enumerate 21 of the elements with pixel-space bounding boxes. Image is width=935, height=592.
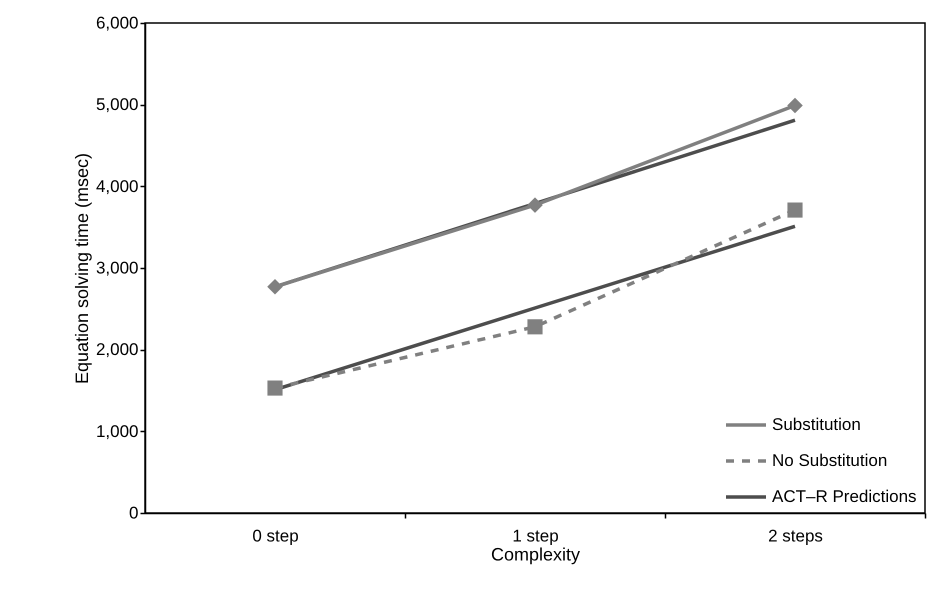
- point: [787, 202, 803, 218]
- y-tick-label: 1,000: [96, 422, 138, 441]
- y-tick-label: 0: [129, 504, 138, 522]
- legend-label: ACT–R Predictions: [772, 487, 917, 506]
- x-axis-title: Complexity: [490, 544, 580, 564]
- point: [787, 98, 803, 114]
- y-tick-label: 4,000: [96, 176, 138, 196]
- legend-label: Substitution: [772, 415, 861, 434]
- point: [267, 279, 283, 294]
- x-tick-label: 2 steps: [768, 526, 823, 546]
- x-tick-label: 0 step: [252, 526, 299, 546]
- y-tick-label: 6,000: [96, 14, 138, 32]
- point: [527, 319, 543, 334]
- y-tick-label: 5,000: [96, 95, 138, 114]
- point: [267, 380, 283, 396]
- y-tick-label: 2,000: [96, 340, 138, 360]
- y-tick-label: 3,000: [96, 258, 138, 278]
- point: [527, 198, 543, 213]
- legend-label: No Substitution: [772, 451, 888, 470]
- x-tick-label: 1 step: [512, 526, 559, 546]
- y-axis-title: Equation solving time (msec): [72, 152, 92, 384]
